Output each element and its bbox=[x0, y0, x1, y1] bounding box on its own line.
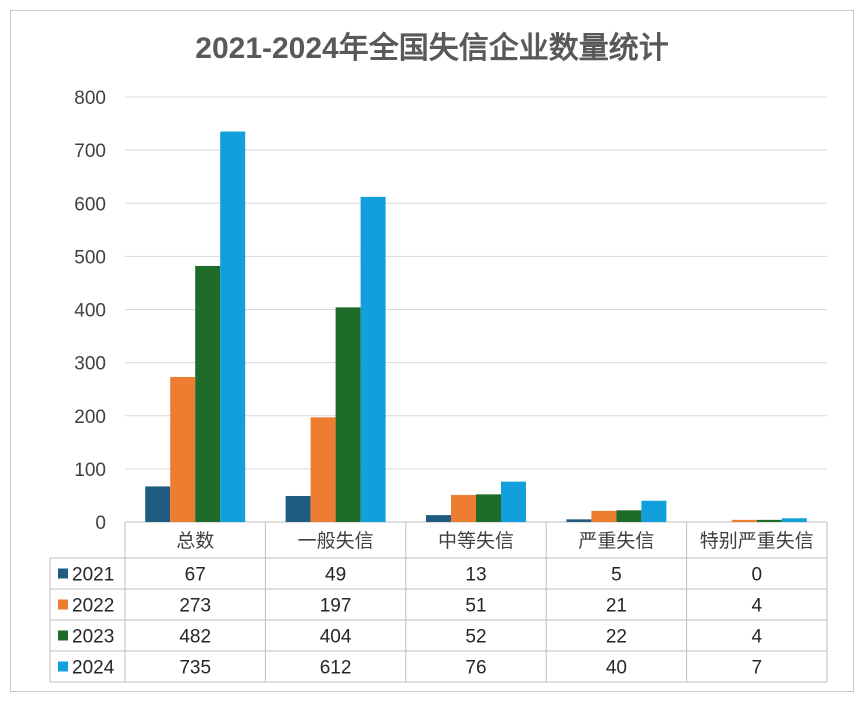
bar-2023-1 bbox=[335, 307, 361, 522]
chart-title: 2021-2024年全国失信企业数量统计 bbox=[195, 31, 668, 65]
bar-2023-2 bbox=[476, 494, 501, 522]
category-label-3: 严重失信 bbox=[578, 530, 654, 552]
category-label-2: 中等失信 bbox=[438, 530, 514, 552]
data-label-2021-1: 49 bbox=[325, 565, 346, 586]
y-tick-label-0: 0 bbox=[95, 513, 106, 534]
bar-2021-3 bbox=[566, 519, 592, 522]
bar-2021-2 bbox=[426, 515, 451, 522]
data-label-2022-4: 4 bbox=[752, 596, 763, 617]
y-tick-label-300: 300 bbox=[74, 354, 106, 375]
data-label-2024-2: 76 bbox=[465, 658, 486, 679]
data-label-2022-0: 273 bbox=[179, 596, 211, 617]
bar-2022-3 bbox=[591, 510, 617, 522]
data-table: 总数 一般失信 中等失信 严重失信 特别严重失信 2021 67 49 13 5 0 2022 273 1… bbox=[49, 522, 828, 683]
y-tick-label-500: 500 bbox=[74, 247, 106, 268]
category-label-0: 总数 bbox=[176, 530, 214, 552]
bar-2024-1 bbox=[360, 196, 386, 522]
data-label-2023-2: 52 bbox=[465, 627, 486, 648]
data-label-2022-2: 51 bbox=[465, 596, 486, 617]
y-axis-ticks: 0 100 200 300 400 500 600 700 800 bbox=[74, 88, 106, 534]
data-label-2021-2: 13 bbox=[465, 565, 486, 586]
bar-2024-4 bbox=[781, 518, 807, 522]
series-name-2023: 2023 bbox=[72, 627, 114, 648]
y-tick-label-400: 400 bbox=[74, 301, 106, 322]
bar-2024-2 bbox=[501, 481, 526, 522]
data-label-2024-0: 735 bbox=[179, 658, 211, 679]
data-label-2024-3: 40 bbox=[606, 658, 627, 679]
y-tick-label-600: 600 bbox=[74, 194, 106, 215]
bar-2022-2 bbox=[451, 494, 476, 522]
bar-2023-4 bbox=[756, 519, 782, 522]
data-label-2021-4: 0 bbox=[752, 565, 763, 586]
bar-2022-1 bbox=[310, 417, 336, 522]
chart-frame bbox=[10, 10, 854, 692]
series-name-2021: 2021 bbox=[72, 565, 114, 586]
bar-2024-3 bbox=[641, 500, 667, 522]
category-label-1: 一般失信 bbox=[298, 530, 374, 552]
y-tick-label-100: 100 bbox=[74, 460, 106, 481]
data-label-2024-4: 7 bbox=[752, 658, 763, 679]
data-label-2021-3: 5 bbox=[611, 565, 622, 586]
legend-key-2022 bbox=[58, 599, 68, 610]
data-label-2024-1: 612 bbox=[320, 658, 352, 679]
y-tick-label-800: 800 bbox=[74, 88, 106, 109]
bar-2022-4 bbox=[731, 519, 757, 522]
data-label-2023-4: 4 bbox=[752, 627, 763, 648]
legend-key-2023 bbox=[58, 630, 68, 641]
data-label-2023-1: 404 bbox=[320, 627, 352, 648]
bar-2023-0 bbox=[195, 265, 221, 522]
bars bbox=[145, 131, 807, 522]
legend-key-2021 bbox=[58, 568, 68, 579]
data-label-2022-3: 21 bbox=[606, 596, 627, 617]
series-name-2022: 2022 bbox=[72, 596, 114, 617]
category-label-4: 特别严重失信 bbox=[700, 530, 814, 552]
bar-2022-0 bbox=[170, 376, 196, 522]
bar-2021-1 bbox=[285, 495, 311, 522]
series-name-2024: 2024 bbox=[72, 658, 115, 679]
legend-key-2024 bbox=[58, 661, 68, 672]
y-tick-label-200: 200 bbox=[74, 407, 106, 428]
bar-2024-0 bbox=[220, 131, 246, 522]
data-label-2023-0: 482 bbox=[179, 627, 211, 648]
data-label-2023-3: 22 bbox=[606, 627, 627, 648]
bar-2021-0 bbox=[145, 486, 171, 522]
data-label-2021-0: 67 bbox=[185, 565, 206, 586]
y-tick-label-700: 700 bbox=[74, 141, 106, 162]
data-label-2022-1: 197 bbox=[320, 596, 352, 617]
bar-2023-3 bbox=[616, 510, 642, 522]
